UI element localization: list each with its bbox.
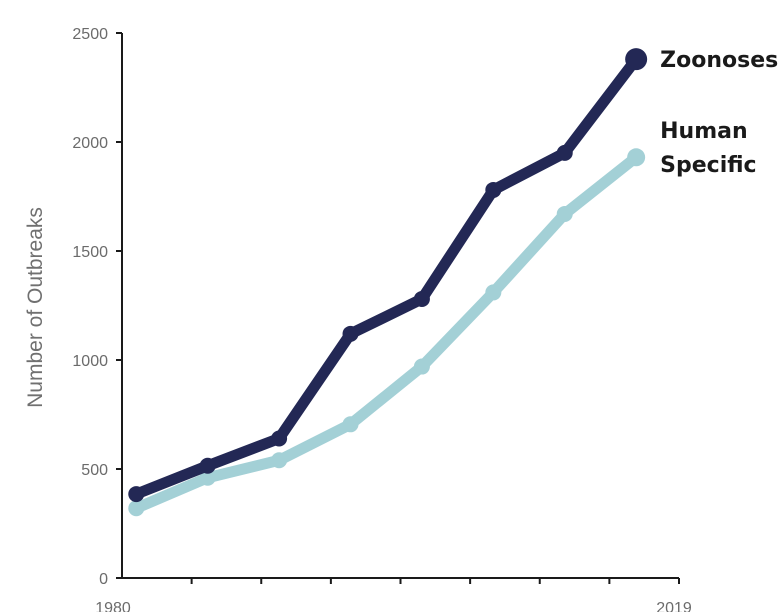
data-point-zoonoses [271,430,288,447]
series-line-human-specific [130,151,642,514]
y-tick-label: 500 [81,462,108,479]
series-label-human-line1: Human [660,119,748,144]
x-tick-label-end: 2019 [656,600,692,612]
data-point-zoonoses [342,325,359,342]
data-point-zoonoses [128,486,145,503]
series-label-zoonoses: Zoonoses [660,48,778,73]
series-zoonoses [128,48,648,503]
series-label-human-line2: Specific [660,153,756,178]
x-ticks: 1980 2019 [95,578,692,612]
y-tick-label: 1000 [72,353,108,370]
series-layer [128,48,648,517]
y-tick-label: 0 [99,571,108,588]
y-tick-label: 1500 [72,244,108,261]
data-point-human-specific [413,358,430,375]
data-point-human-specific [627,148,646,167]
series-line-zoonoses [130,53,642,500]
series-human-specific [128,148,646,517]
data-point-human-specific [485,284,502,301]
y-tick-label: 2000 [72,135,108,152]
data-point-human-specific [556,205,573,222]
data-point-zoonoses [485,181,502,198]
series-labels: Zoonoses Human Specific [660,48,778,178]
y-tick-label: 2500 [72,26,108,43]
data-point-human-specific [128,500,145,517]
data-point-human-specific [271,452,288,469]
y-axis-label: Number of Outbreaks [24,207,47,408]
data-point-zoonoses [625,48,648,71]
data-point-zoonoses [413,290,430,307]
data-point-human-specific [199,469,216,486]
data-point-human-specific [342,416,359,433]
y-ticks: 0 500 1000 1500 2000 2500 [72,26,122,588]
data-point-zoonoses [556,144,573,161]
x-tick-label-start: 1980 [95,600,131,612]
data-point-zoonoses [199,457,216,474]
